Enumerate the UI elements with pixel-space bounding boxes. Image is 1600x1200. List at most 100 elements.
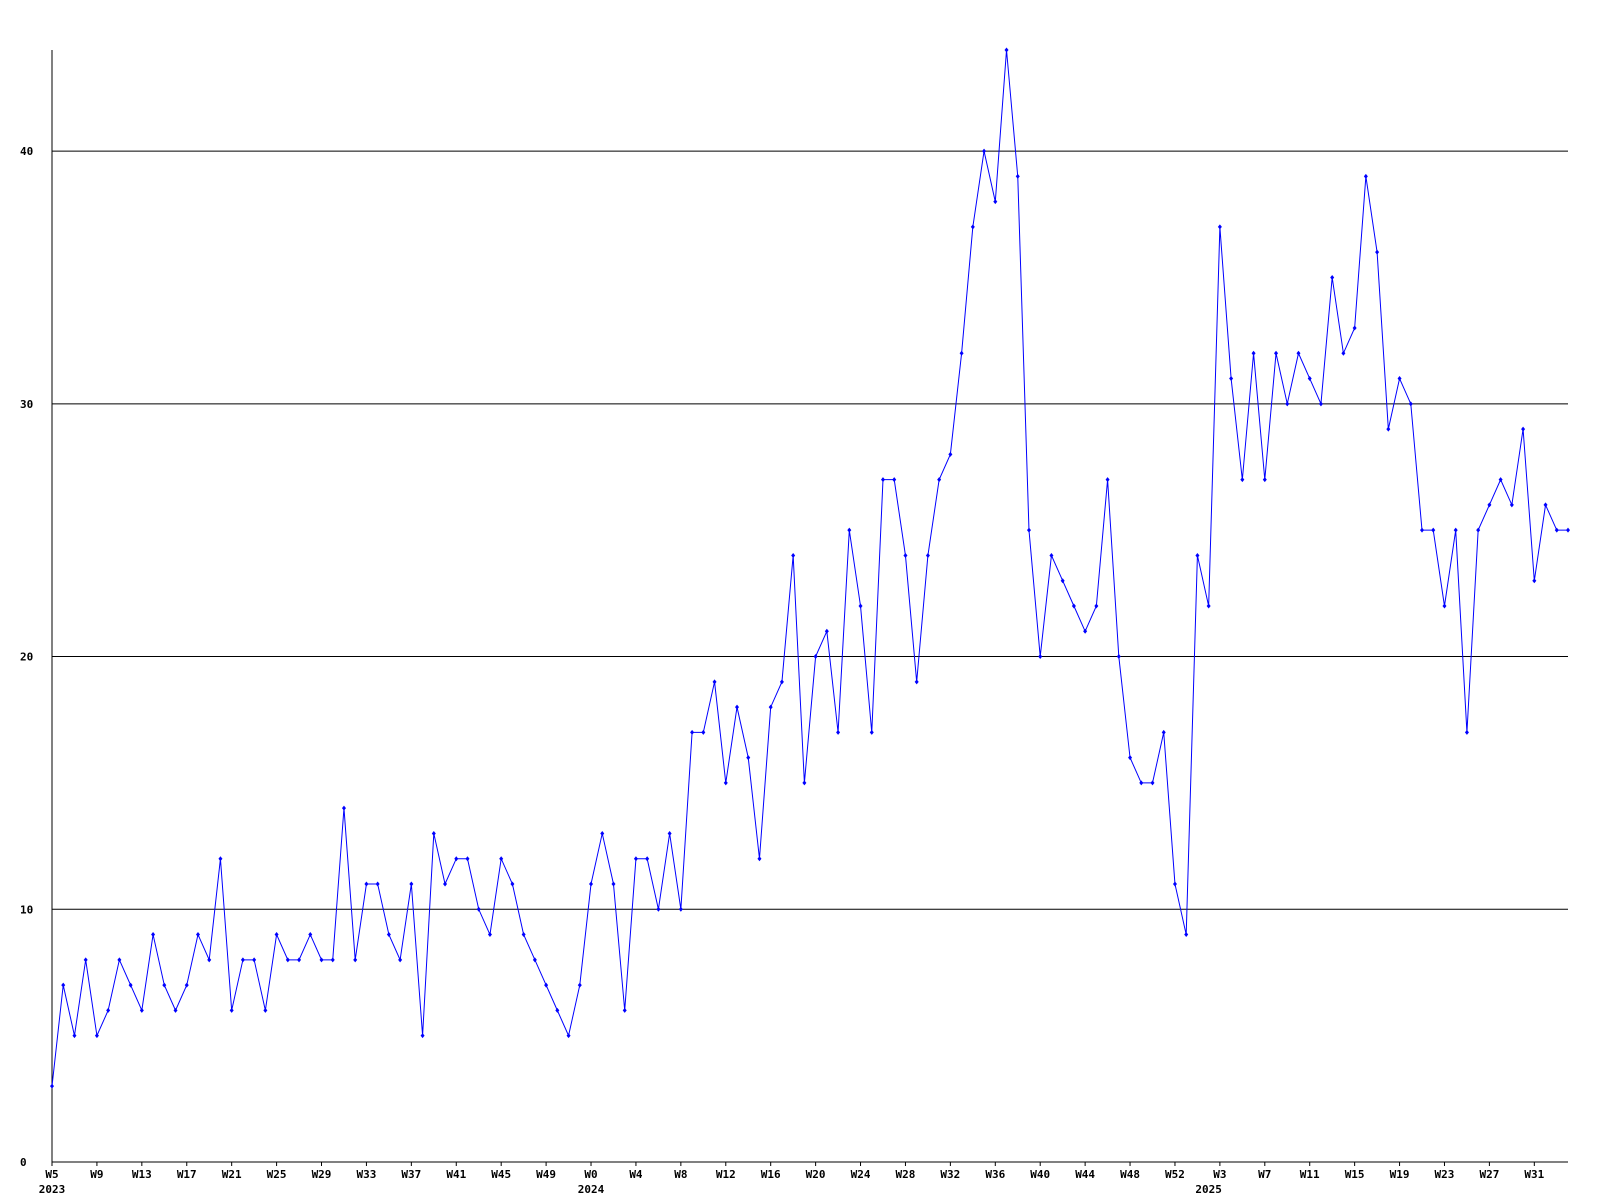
x-tick-label: W33: [356, 1168, 376, 1181]
data-point: [1026, 527, 1031, 533]
x-tick-label: W23: [1435, 1168, 1455, 1181]
data-point: [1330, 274, 1335, 280]
data-point: [813, 654, 818, 660]
data-point: [1161, 729, 1166, 735]
data-point: [487, 932, 492, 938]
data-point: [993, 199, 998, 205]
data-point: [1049, 552, 1054, 558]
x-tick-label: W48: [1120, 1168, 1140, 1181]
y-tick-label: 10: [20, 903, 33, 916]
x-tick-label: W8: [674, 1168, 687, 1181]
data-point: [746, 755, 751, 761]
x-tick-label: W52: [1165, 1168, 1185, 1181]
data-point: [768, 704, 773, 710]
x-tick-label: W27: [1479, 1168, 1499, 1181]
data-point: [94, 1033, 99, 1039]
data-point: [1509, 502, 1514, 508]
data-point: [779, 679, 784, 685]
data-point: [1015, 173, 1020, 179]
data-point: [1262, 477, 1267, 483]
data-point: [1206, 603, 1211, 609]
data-point: [858, 603, 863, 609]
data-point: [1566, 527, 1570, 533]
x-tick-label: W44: [1075, 1168, 1095, 1181]
data-point: [847, 527, 852, 533]
data-point: [409, 881, 414, 887]
x-tick-label: W45: [491, 1168, 511, 1181]
data-point: [1363, 173, 1368, 179]
data-point: [443, 881, 448, 887]
data-point: [791, 552, 796, 558]
x-tick-label: W13: [132, 1168, 152, 1181]
x-tick-label: W49: [536, 1168, 556, 1181]
data-point: [1464, 729, 1469, 735]
data-point: [229, 1007, 234, 1013]
data-point: [1296, 350, 1301, 356]
data-point: [544, 982, 549, 988]
x-tick-label: W37: [401, 1168, 421, 1181]
data-point: [1229, 376, 1234, 382]
data-point: [880, 477, 885, 483]
x-tick-label: W0: [584, 1168, 597, 1181]
y-tick-label: 30: [20, 398, 33, 411]
data-point: [465, 856, 470, 862]
x-tick-label: W19: [1390, 1168, 1410, 1181]
x-tick-label: W41: [446, 1168, 466, 1181]
data-point: [364, 881, 369, 887]
data-point: [128, 982, 133, 988]
x-tick-label: W16: [761, 1168, 781, 1181]
data-point: [297, 957, 302, 963]
data-point: [195, 932, 200, 938]
x-tick-label: W21: [222, 1168, 242, 1181]
data-point: [431, 830, 436, 836]
data-point: [1375, 249, 1380, 255]
data-point: [1397, 376, 1402, 382]
data-point: [1408, 401, 1413, 407]
data-point: [1285, 401, 1290, 407]
data-point: [869, 729, 874, 735]
data-point: [701, 729, 706, 735]
data-point: [375, 881, 380, 887]
data-point: [802, 780, 807, 786]
data-point: [1307, 376, 1312, 382]
x-tick-label: W7: [1258, 1168, 1271, 1181]
data-point: [1038, 654, 1043, 660]
data-point: [72, 1033, 77, 1039]
data-point: [1453, 527, 1458, 533]
x-tick-label: W25: [267, 1168, 287, 1181]
data-point: [1521, 426, 1526, 432]
data-point: [1139, 780, 1144, 786]
data-point: [970, 224, 975, 230]
data-point: [903, 552, 908, 558]
data-line: [51, 49, 1568, 1087]
data-point: [1386, 426, 1391, 432]
data-point: [723, 780, 728, 786]
x-tick-label: W40: [1030, 1168, 1050, 1181]
data-point: [1431, 527, 1436, 533]
data-point: [656, 906, 661, 912]
data-point: [263, 1007, 268, 1013]
data-point: [1105, 477, 1110, 483]
data-point: [959, 350, 964, 356]
data-point: [218, 856, 223, 862]
data-point: [521, 932, 526, 938]
data-point: [678, 906, 683, 912]
x-tick-label: W28: [896, 1168, 916, 1181]
year-label: 2024: [578, 1183, 605, 1196]
data-point: [1060, 578, 1065, 584]
data-point: [735, 704, 740, 710]
data-point: [106, 1007, 111, 1013]
data-point: [240, 957, 245, 963]
data-point: [757, 856, 762, 862]
x-tick-label: W36: [985, 1168, 1005, 1181]
data-point: [162, 982, 167, 988]
data-point: [398, 957, 403, 963]
x-tick-label: W9: [90, 1168, 103, 1181]
data-point: [173, 1007, 178, 1013]
data-point: [937, 477, 942, 483]
x-tick-label: W3: [1213, 1168, 1226, 1181]
y-tick-label: 20: [20, 651, 33, 664]
data-point: [1004, 47, 1009, 53]
data-point: [1442, 603, 1447, 609]
